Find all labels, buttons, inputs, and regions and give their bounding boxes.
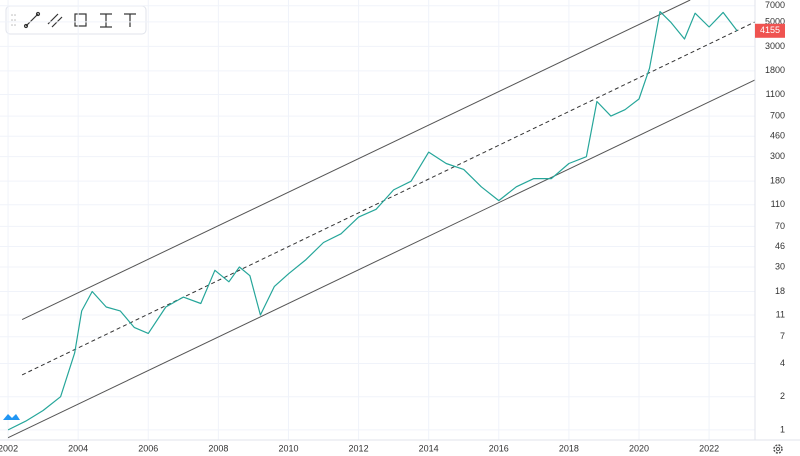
y-tick-label: 18: [775, 286, 785, 296]
y-tick-label: 4: [780, 358, 785, 368]
x-tick-label: 2020: [629, 443, 649, 453]
y-tick-label: 30: [775, 261, 785, 271]
x-tick-label: 2022: [699, 443, 719, 453]
y-tick-label: 5000: [765, 16, 785, 26]
y-tick-label: 1100: [766, 89, 785, 99]
rectangle-tool[interactable]: [74, 13, 87, 27]
last-price-box: [755, 23, 785, 38]
x-tick-label: 2010: [278, 443, 298, 453]
y-tick-label: 1: [780, 424, 785, 434]
x-tick-label: 2006: [138, 443, 158, 453]
trend-line: [21, 0, 691, 321]
x-tick-label: 2012: [349, 443, 369, 453]
last-price-label: 4155: [760, 25, 780, 35]
y-tick-label: 70: [775, 221, 785, 231]
x-tick-label: 2018: [559, 443, 579, 453]
x-tick-label: 2008: [208, 443, 228, 453]
grid: [0, 0, 755, 440]
x-tick-label: 2014: [419, 443, 439, 453]
trend-line: [21, 21, 756, 376]
toolbar-frame: [5, 5, 147, 35]
y-tick-label: 46: [775, 241, 785, 251]
drawing-toolbar: [5, 5, 147, 35]
y-tick-label: 110: [771, 199, 785, 209]
y-tick-label: 1800: [765, 65, 785, 75]
y-tick-label: 300: [770, 151, 785, 161]
y-tick-label: 180: [770, 176, 785, 186]
x-tick-label: 2004: [68, 443, 88, 453]
plot-area: [7, 0, 756, 439]
price-line: [7, 11, 738, 431]
y-tick-label: 460: [770, 131, 785, 141]
trend-line: [7, 79, 756, 439]
settings-button[interactable]: [773, 444, 783, 454]
y-tick-label: 3000: [765, 41, 785, 51]
text-tool[interactable]: [124, 13, 136, 27]
y-tick-label: 2: [780, 391, 785, 401]
logo: [3, 414, 20, 420]
x-tick-label: 2016: [489, 443, 509, 453]
x-tick-label: 2002: [0, 443, 18, 453]
y-tick-label: 7000: [765, 0, 785, 10]
price-range-tool[interactable]: [100, 13, 112, 28]
toolbar-grip: [11, 14, 16, 26]
y-tick-label: 700: [770, 110, 785, 120]
y-tick-label: 7: [780, 331, 785, 341]
trend-line-tool[interactable]: [23, 11, 41, 29]
y-tick-label: 11: [776, 309, 785, 319]
